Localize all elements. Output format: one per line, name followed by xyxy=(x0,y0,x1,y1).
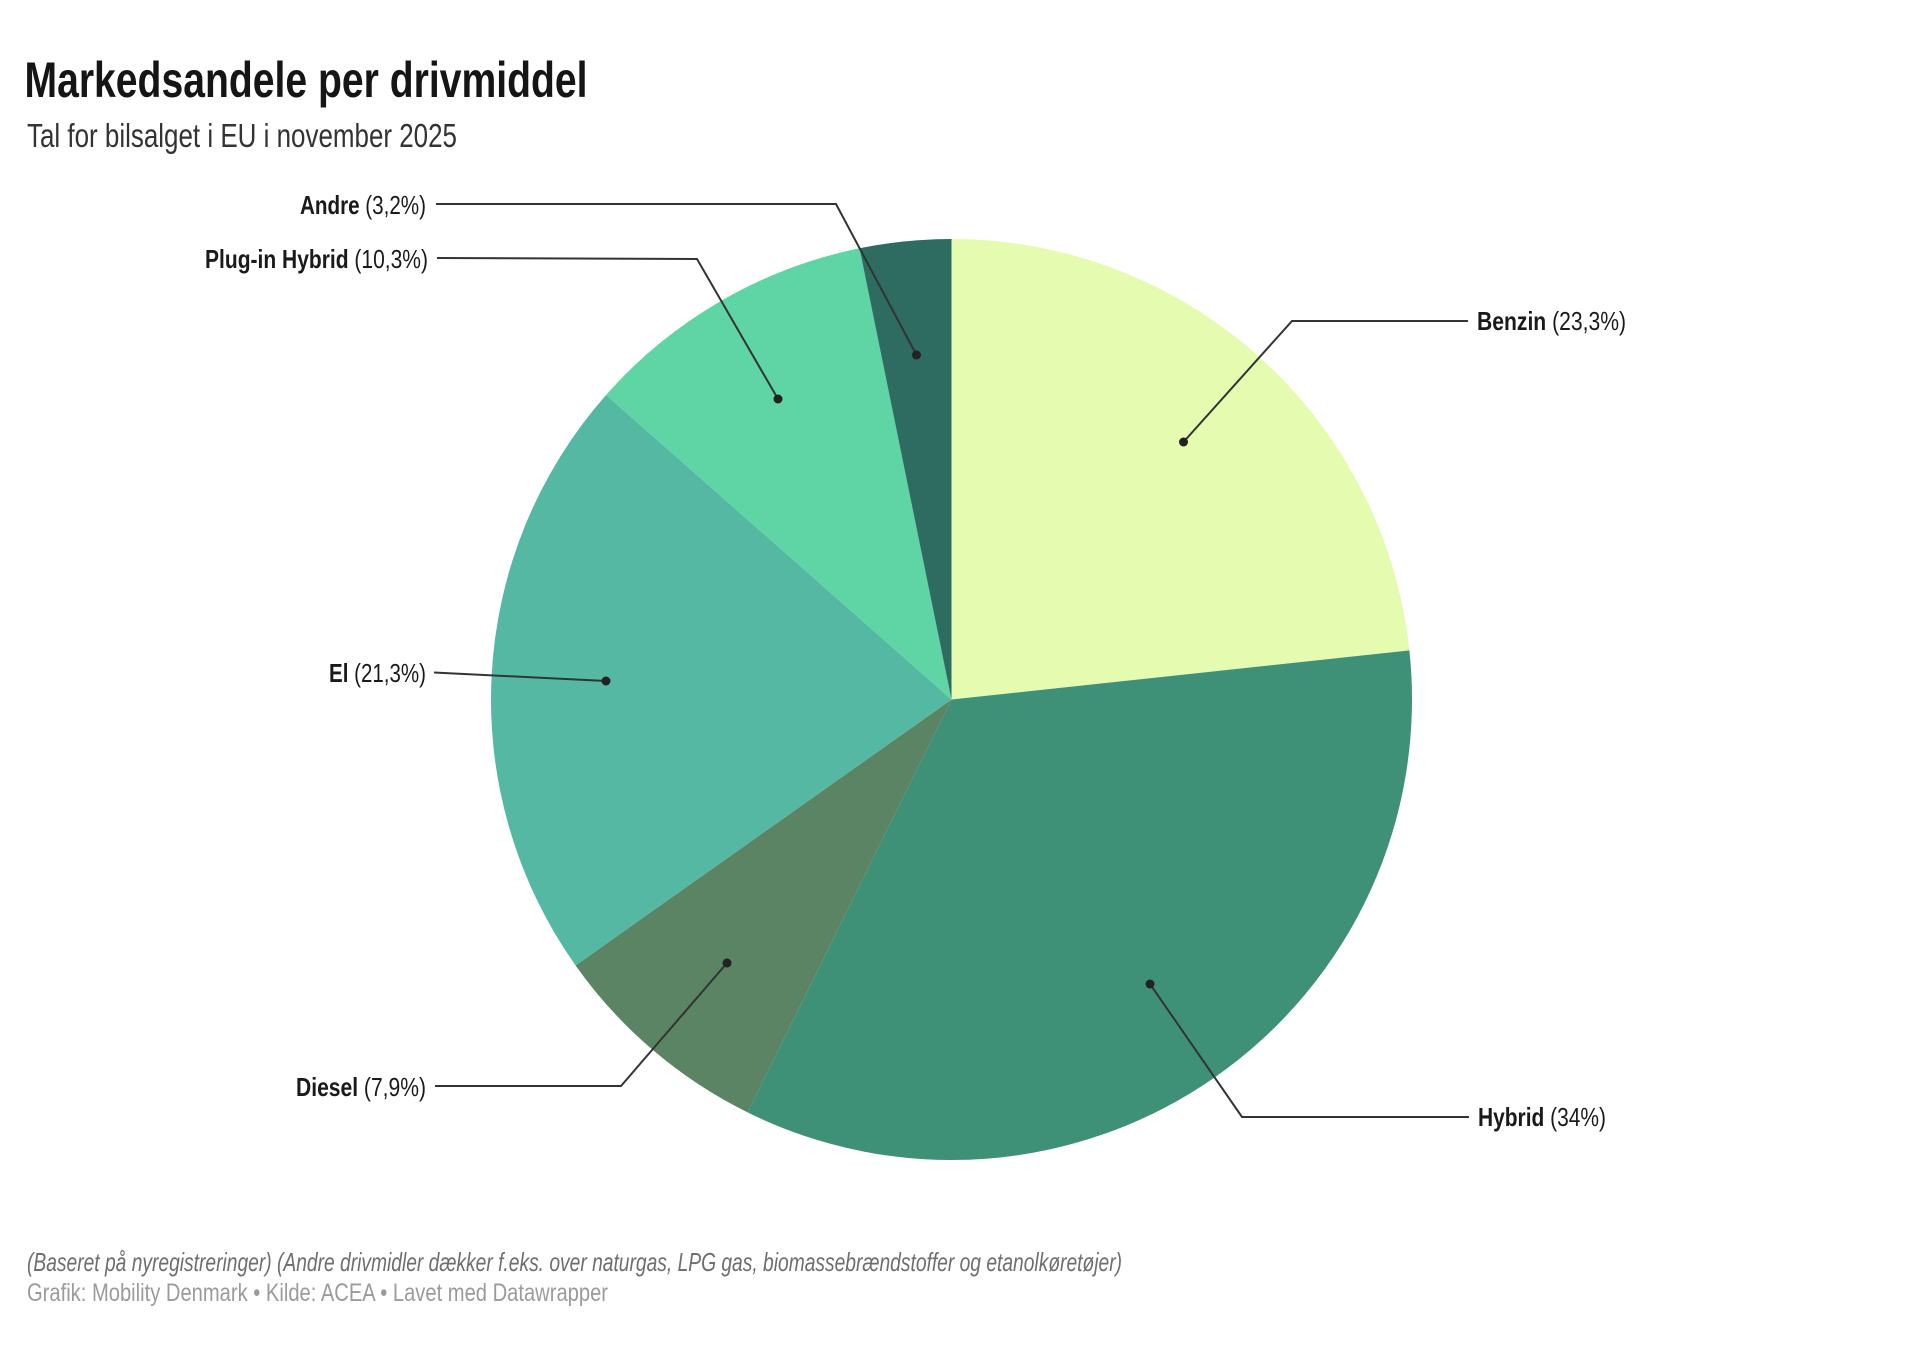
svg-text:Diesel (7,9%): Diesel (7,9%) xyxy=(296,1072,426,1102)
svg-text:Plug-in Hybrid (10,3%): Plug-in Hybrid (10,3%) xyxy=(205,244,428,274)
svg-text:Benzin (23,3%): Benzin (23,3%) xyxy=(1477,306,1626,336)
svg-text:Grafik: Mobility Denmark • Kil: Grafik: Mobility Denmark • Kilde: ACEA •… xyxy=(27,1279,608,1307)
svg-text:Hybrid (34%): Hybrid (34%) xyxy=(1478,1102,1606,1132)
svg-text:(Baseret på nyregistreringer): (Baseret på nyregistreringer) (Andre dri… xyxy=(27,1247,1122,1277)
svg-text:Andre (3,2%): Andre (3,2%) xyxy=(300,190,426,220)
svg-text:El (21,3%): El (21,3%) xyxy=(329,658,426,688)
svg-text:Markedsandele per drivmiddel: Markedsandele per drivmiddel xyxy=(25,52,588,108)
svg-text:Tal for bilsalget i EU i novem: Tal for bilsalget i EU i november 2025 xyxy=(27,117,457,154)
